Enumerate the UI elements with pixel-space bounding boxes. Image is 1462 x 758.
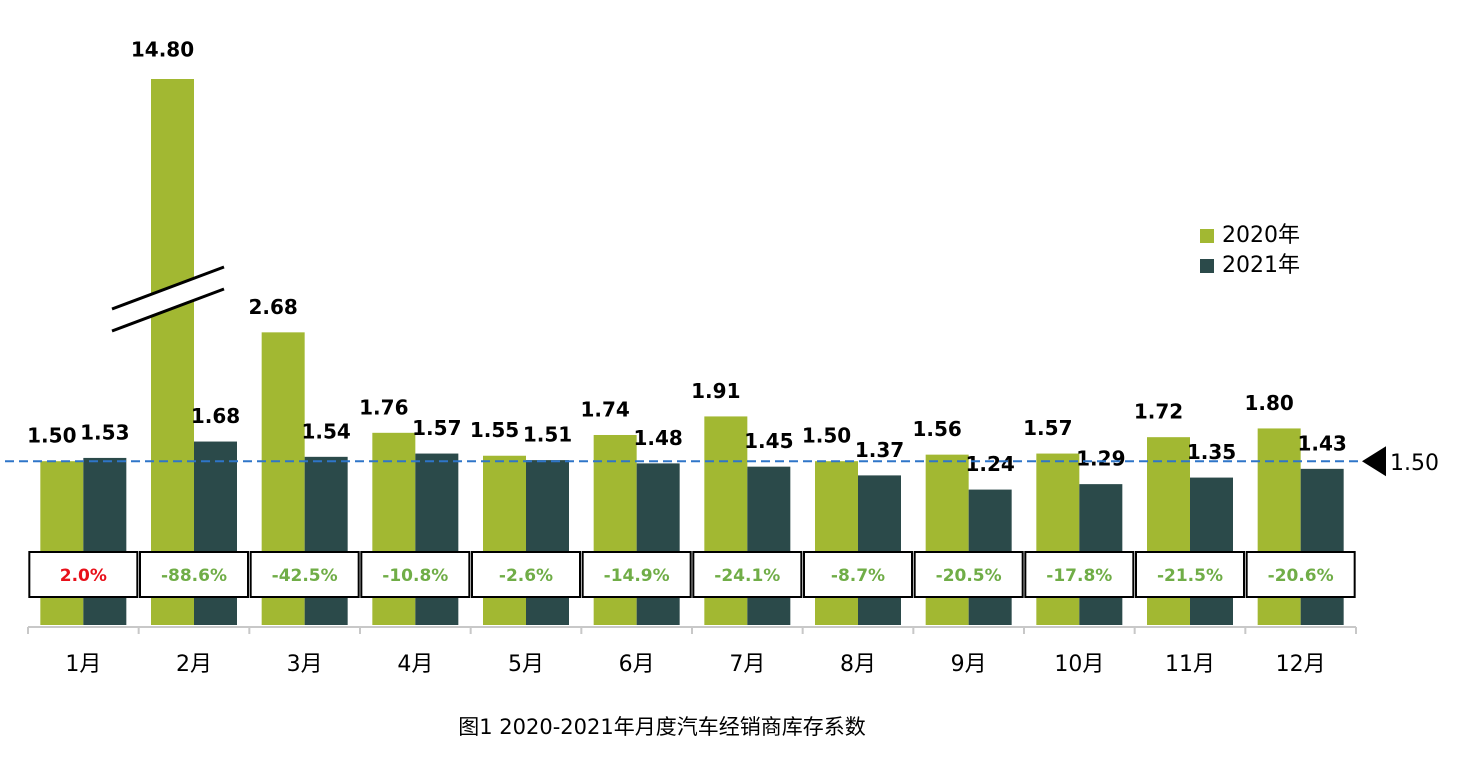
value-label: 2.68 [248, 295, 297, 319]
bar [1036, 453, 1080, 625]
change-box [249, 551, 360, 598]
x-tick-label: 12月 [1276, 652, 1326, 677]
change-box [360, 551, 471, 598]
legend-swatch [1200, 229, 1214, 243]
bar [636, 463, 680, 625]
value-label: 1.68 [191, 404, 240, 428]
bar [304, 456, 348, 625]
change-box [1135, 551, 1245, 598]
change-label: -2.6% [499, 566, 553, 586]
value-label: 1.55 [470, 418, 519, 442]
value-label: 1.53 [80, 420, 129, 444]
axis-break [111, 265, 225, 311]
bar [858, 475, 901, 625]
value-label: 1.54 [301, 419, 350, 443]
x-tick-label: 9月 [951, 652, 987, 677]
bar [40, 461, 84, 625]
value-label: 1.80 [1244, 391, 1293, 415]
x-tick-label: 7月 [729, 652, 765, 677]
change-label: -17.8% [1046, 566, 1112, 586]
x-tick-label: 11月 [1165, 652, 1215, 677]
bar [83, 457, 127, 625]
x-tick-label: 3月 [287, 652, 323, 677]
change-label: -14.9% [604, 566, 670, 586]
value-label: 1.29 [1076, 447, 1125, 471]
change-box [803, 551, 913, 598]
change-label: -20.5% [936, 566, 1002, 586]
value-label: 1.50 [27, 424, 76, 448]
value-label: 1.45 [744, 429, 793, 453]
change-box [692, 551, 803, 598]
change-label: -20.6% [1268, 566, 1334, 586]
reference-marker [1362, 446, 1386, 477]
x-tick-label: 5月 [508, 652, 544, 677]
change-label: -8.7% [831, 566, 885, 586]
x-tick-label: 1月 [65, 652, 101, 677]
change-label: -88.6% [161, 566, 227, 586]
value-label: 1.35 [1187, 440, 1236, 464]
value-label: 1.76 [359, 395, 408, 419]
change-label: -21.5% [1157, 566, 1223, 586]
bar [415, 453, 459, 625]
change-box [1245, 551, 1356, 598]
bar [1300, 468, 1344, 625]
axis-break [111, 287, 225, 333]
change-box [28, 551, 139, 598]
reference-label: 1.50 [1390, 451, 1439, 476]
x-tick-label: 6月 [619, 652, 655, 677]
value-label: 14.80 [131, 38, 194, 62]
change-box [581, 551, 692, 598]
legend-swatch [1200, 259, 1214, 273]
legend-label: 2021年 [1222, 253, 1300, 278]
change-box [139, 551, 249, 598]
legend-label: 2020年 [1222, 223, 1300, 248]
x-tick-label: 10月 [1054, 652, 1104, 677]
value-label: 1.74 [580, 397, 629, 421]
value-label: 1.48 [633, 426, 682, 450]
change-box [471, 551, 581, 598]
value-label: 1.72 [1134, 400, 1183, 424]
axis-break [112, 267, 224, 331]
value-label: 1.57 [412, 416, 461, 440]
value-label: 1.43 [1297, 431, 1346, 455]
value-label: 1.37 [855, 438, 904, 462]
value-label: 1.57 [1023, 416, 1072, 440]
change-label: -10.8% [382, 566, 448, 586]
bar [815, 461, 858, 625]
x-tick-label: 2月 [176, 652, 212, 677]
change-label: -24.1% [714, 566, 780, 586]
change-label: 2.0% [60, 566, 107, 586]
value-label: 1.24 [965, 452, 1014, 476]
change-box [913, 551, 1024, 598]
x-tick-label: 8月 [840, 652, 876, 677]
bar [526, 460, 569, 625]
value-label: 1.56 [912, 417, 961, 441]
bar [925, 454, 969, 625]
value-label: 1.51 [523, 423, 572, 447]
value-label: 1.50 [802, 424, 851, 448]
value-label: 1.91 [691, 379, 740, 403]
bar [483, 455, 526, 625]
bar [747, 466, 791, 625]
x-tick-label: 4月 [397, 652, 433, 677]
change-label: -42.5% [272, 566, 338, 586]
change-box [1024, 551, 1135, 598]
bar [151, 79, 194, 625]
chart-title: 图1 2020-2021年月度汽车经销商库存系数 [458, 715, 866, 739]
